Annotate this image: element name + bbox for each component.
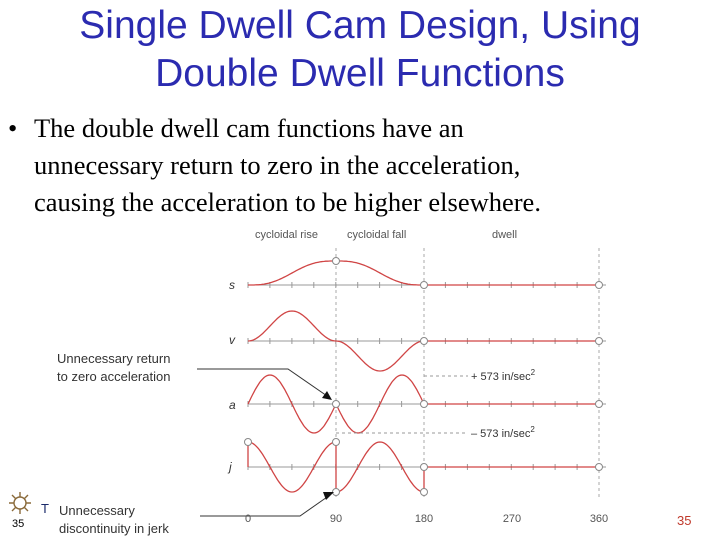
bullet-line-3: causing the acceleration to be higher el… [34, 187, 541, 217]
x-tick-0: 0 [245, 513, 251, 525]
label-dwell: dwell [492, 229, 517, 241]
slide-number-right: 35 [677, 513, 692, 528]
slide-number-left: 35 [12, 518, 25, 530]
marker-j-360 [595, 463, 603, 471]
bullet-line-1: The double dwell cam functions have an [34, 113, 464, 143]
marker-j-0 [244, 438, 252, 446]
annotation-jerk-line1: Unnecessary [59, 503, 135, 518]
svg-text:T: T [41, 501, 49, 516]
university-logo-icon [9, 492, 31, 514]
title-line-1: Single Dwell Cam Design, Using [79, 4, 641, 47]
x-tick-90: 90 [330, 513, 342, 525]
row-label-s: s [229, 278, 235, 292]
x-tick-360: 360 [590, 513, 608, 525]
x-tick-270: 270 [503, 513, 521, 525]
annotation-jerk-line2: discontinuity in jerk [59, 521, 169, 536]
annotation-jerk-pointer [200, 494, 331, 517]
slide-title: Single Dwell Cam Design, Using Double Dw… [20, 2, 700, 98]
marker-j-180a [420, 488, 428, 496]
marker-s-180 [420, 281, 428, 289]
row-label-a: a [229, 398, 236, 412]
annotation-zero-accel-pointer [197, 368, 331, 399]
marker-a-90 [332, 400, 340, 408]
annotation-jerk-arrowhead-icon [323, 492, 334, 500]
logo-letter: T [41, 501, 49, 516]
bullet-text: The double dwell cam functions have an u… [34, 110, 694, 221]
markers [244, 257, 603, 496]
marker-j-180b [420, 463, 428, 471]
accel-min-label: – 573 in/sec2 [471, 425, 535, 440]
curve-v [247, 310, 599, 372]
svaj-diagram: cycloidal rise cycloidal fall dwell s v … [57, 229, 608, 536]
marker-a-360 [595, 400, 603, 408]
marker-v-180 [420, 337, 428, 345]
row-label-j: j [227, 460, 232, 474]
marker-j-90a [332, 438, 340, 446]
label-cycloidal-rise: cycloidal rise [255, 229, 318, 241]
annotation-zero-accel-line2: to zero acceleration [57, 369, 170, 384]
curve-j [247, 441, 599, 493]
x-tick-180: 180 [415, 513, 433, 525]
marker-s-90 [332, 257, 340, 265]
title-line-2: Double Dwell Functions [155, 52, 565, 95]
bullet-line-2: unnecessary return to zero in the accele… [34, 150, 521, 180]
marker-a-180 [420, 400, 428, 408]
row-label-v: v [229, 333, 236, 347]
marker-v-360 [595, 337, 603, 345]
marker-s-360 [595, 281, 603, 289]
bullet-dot-icon: • [8, 113, 18, 143]
accel-max-label: + 573 in/sec2 [471, 368, 536, 383]
annotation-zero-accel-line1: Unnecessary return [57, 351, 170, 366]
annotation-zero-accel-arrowhead-icon [322, 391, 332, 400]
label-cycloidal-fall: cycloidal fall [347, 229, 406, 241]
